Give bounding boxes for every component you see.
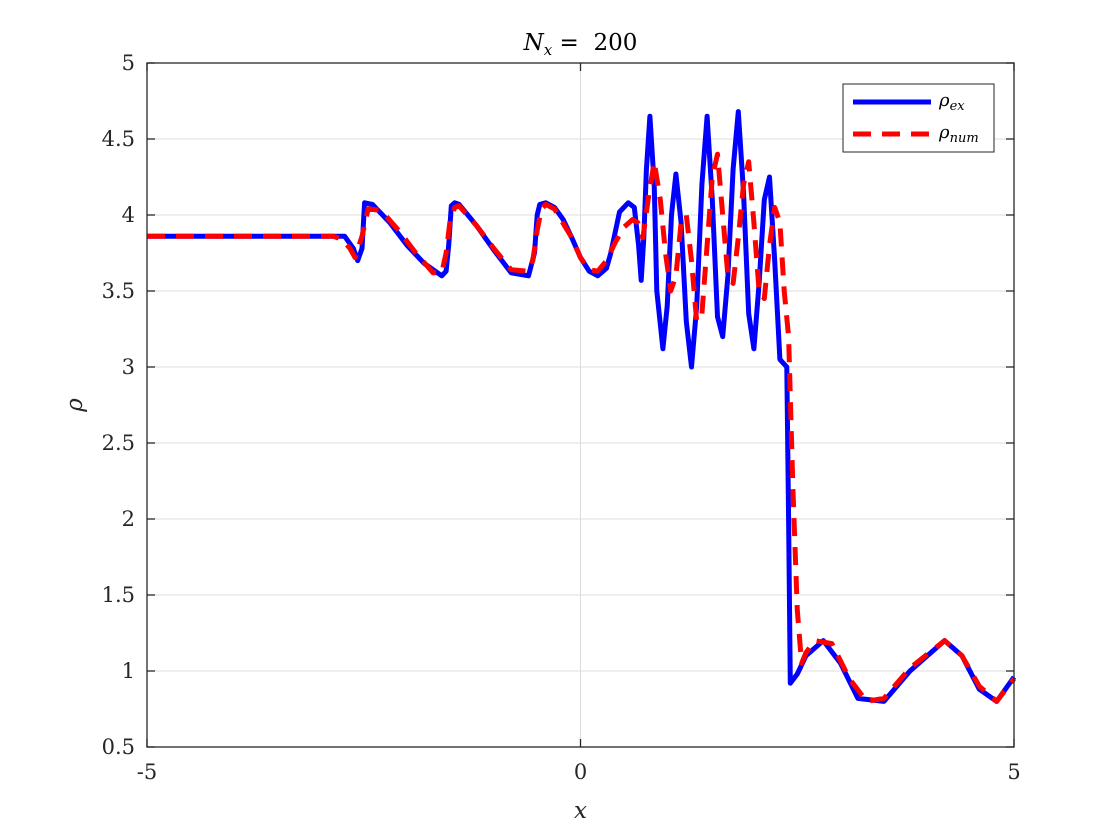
legend-label-main: ρ — [938, 90, 950, 111]
y-tick-label: 5 — [122, 51, 135, 75]
axis-ticks: -5 0 5 0.5 1 1.5 2 2.5 3 3.5 4 4.5 5 — [102, 51, 1021, 784]
chart-title: Nx = 200 — [523, 30, 638, 59]
legend-label-rho-ex: ρex — [938, 90, 965, 114]
x-axis-label: x — [574, 798, 587, 824]
chart-title-main: N — [523, 30, 545, 56]
y-tick-label: 0.5 — [102, 735, 135, 759]
grid-lines — [147, 63, 1014, 747]
legend-label-subscript: num — [950, 131, 979, 146]
chart-title-rest: = 200 — [552, 30, 637, 56]
x-tick-label: -5 — [137, 760, 157, 784]
y-tick-label: 4.5 — [102, 127, 135, 151]
y-axis-label: ρ — [62, 398, 88, 413]
y-tick-label: 2 — [122, 507, 135, 531]
y-tick-label: 1.5 — [102, 583, 135, 607]
chart-title-subscript: x — [544, 41, 553, 59]
x-tick-label: 0 — [574, 760, 587, 784]
legend-label-subscript: ex — [950, 99, 966, 114]
series-layer — [147, 109, 1017, 704]
series-line-rho-num — [147, 151, 1016, 704]
y-tick-label: 2.5 — [102, 431, 135, 455]
legend-label-main: ρ — [938, 122, 950, 143]
legend-label-rho-num: ρnum — [938, 122, 979, 146]
y-tick-label: 1 — [122, 659, 135, 683]
legend-box — [842, 83, 995, 153]
legend: ρex ρnum — [842, 83, 995, 153]
y-tick-label: 4 — [122, 203, 135, 227]
y-tick-label: 3.5 — [102, 279, 135, 303]
y-tick-label: 3 — [122, 355, 135, 379]
x-tick-label: 5 — [1007, 760, 1020, 784]
